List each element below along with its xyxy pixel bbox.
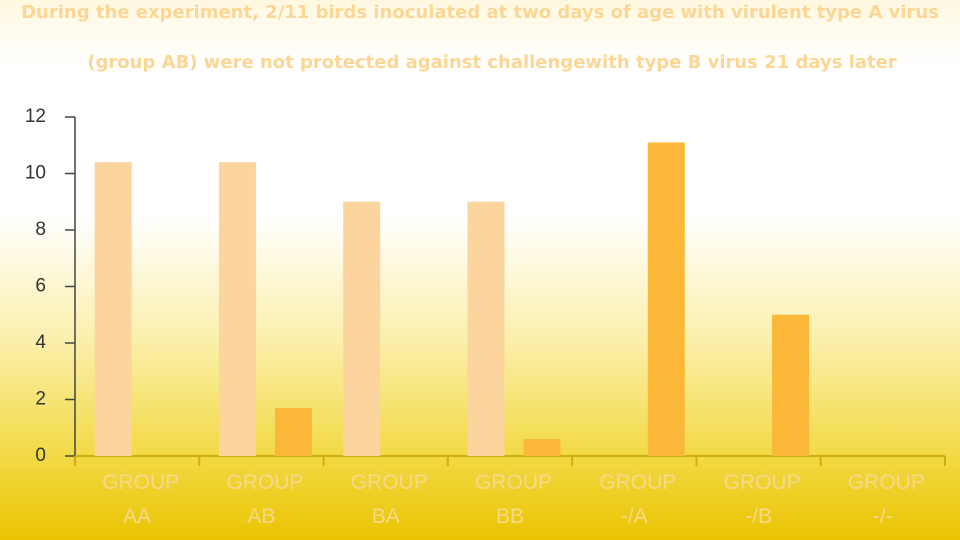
bar — [274, 407, 312, 456]
x-tick-label: GROUP AB — [226, 471, 304, 528]
x-tick-label: GROUP BA — [350, 471, 428, 528]
x-tick-label: GROUP -/A — [599, 471, 677, 528]
bar — [343, 201, 381, 456]
x-tick-label: GROUP -/- — [847, 471, 925, 528]
y-tick-label: 12 — [25, 106, 46, 127]
y-tick-label: 2 — [35, 389, 46, 410]
y-tick-label: 6 — [35, 276, 46, 297]
x-tick-label: GROUP AA — [102, 471, 180, 528]
x-tick-label: GROUP -/B — [723, 471, 801, 528]
y-tick-label: 8 — [35, 219, 46, 240]
bar — [772, 314, 810, 456]
bar — [218, 162, 256, 456]
x-tick-label: GROUP BB — [475, 471, 553, 528]
bar — [467, 201, 505, 456]
bar — [647, 142, 685, 457]
bar — [523, 439, 561, 456]
bar — [94, 162, 132, 456]
y-tick-label: 4 — [35, 332, 46, 353]
chart-subtitle: (group AB) were not protected against ch… — [87, 52, 896, 73]
y-tick-label: 10 — [25, 163, 46, 184]
chart-title: During the experiment, 2/11 birds inocul… — [21, 2, 939, 23]
y-tick-label: 0 — [35, 445, 46, 466]
